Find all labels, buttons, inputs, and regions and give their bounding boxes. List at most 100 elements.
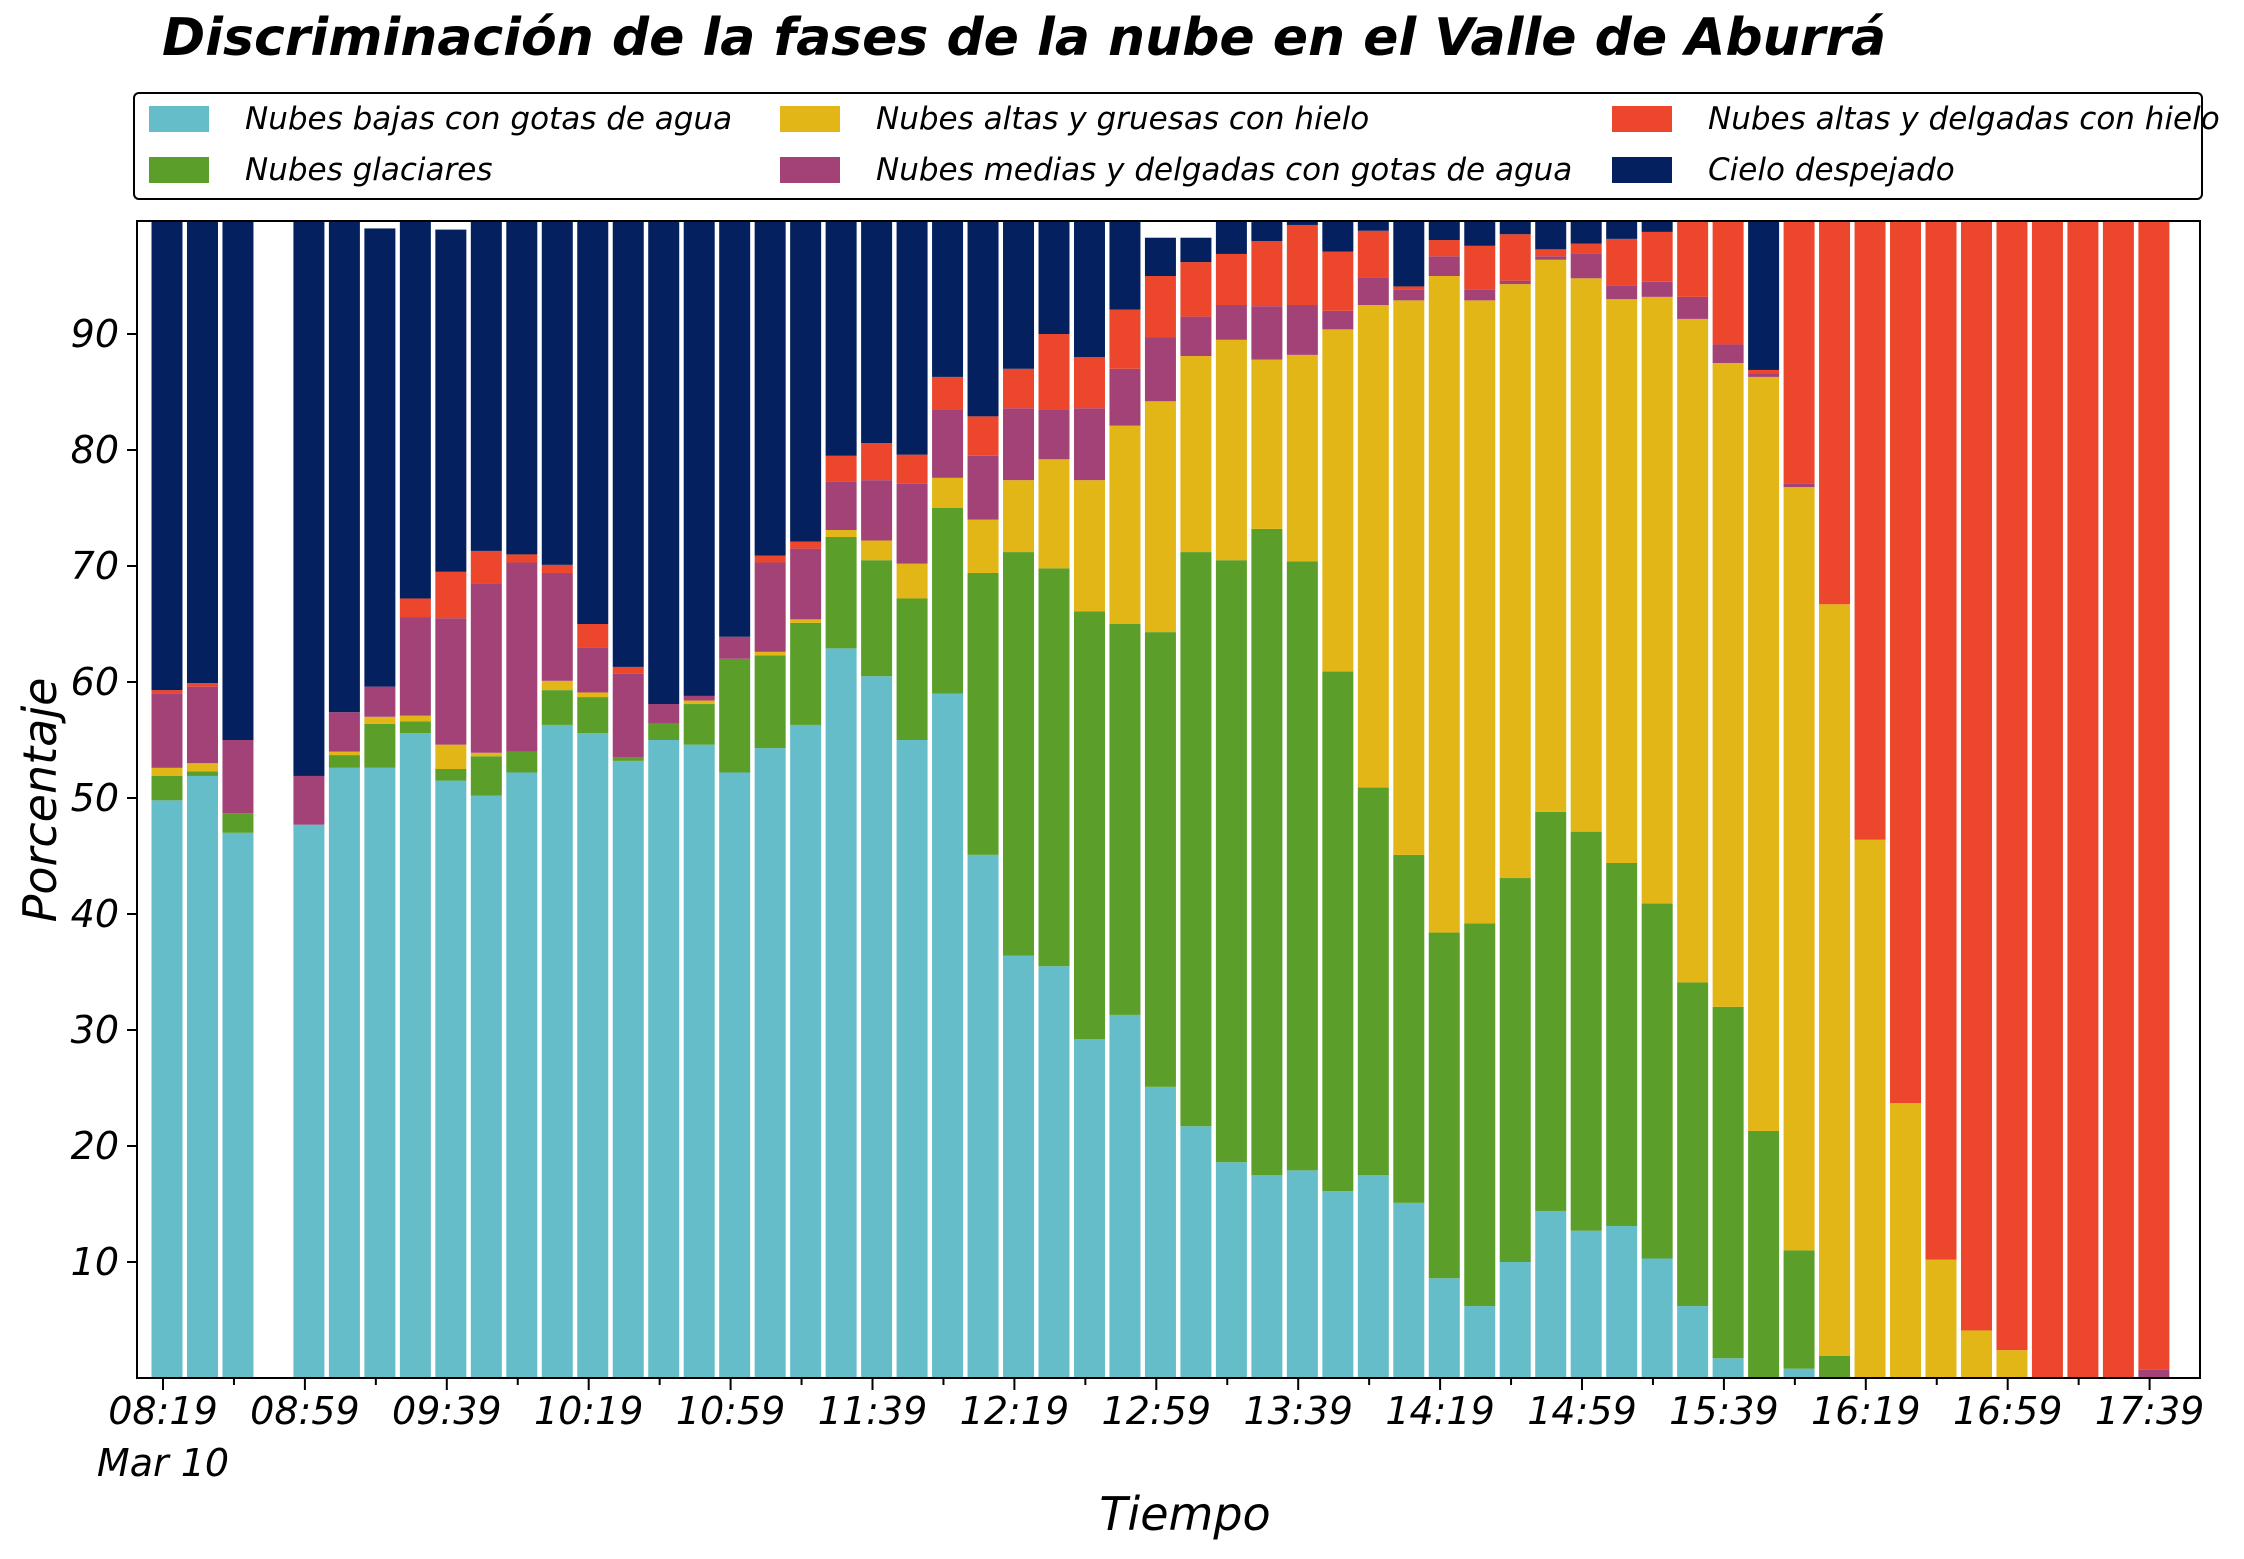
bar-segment <box>186 221 218 684</box>
bar-segment <box>470 795 502 1378</box>
bar-segment <box>1286 354 1318 562</box>
legend-item-mid-thin-water: Nubes medias y delgadas con gotas de agu… <box>780 150 1572 190</box>
bar-segment <box>1003 552 1035 956</box>
bar-segment <box>861 676 893 1378</box>
bar-segment <box>577 697 609 734</box>
bar-segment <box>754 655 786 749</box>
bar-segment <box>1960 1330 1992 1378</box>
bar-segment <box>364 716 396 724</box>
bar-segment <box>577 647 609 693</box>
y-tick-label: 80 <box>71 428 119 472</box>
bar-segment <box>1712 221 1744 345</box>
bar-segment <box>1641 221 1673 232</box>
bar-segment <box>1606 238 1638 286</box>
bar-segment <box>1535 221 1567 250</box>
bar-segment <box>612 760 644 1378</box>
bar-segment <box>151 775 183 801</box>
bar-segment <box>1464 300 1496 924</box>
x-tick-label: 08:19 <box>108 1389 218 1433</box>
bar-segment <box>896 454 928 484</box>
bar-segment <box>1286 221 1318 225</box>
bar-segment <box>186 686 218 764</box>
bar-segment <box>1251 1175 1283 1378</box>
x-tick-label: 12:59 <box>1102 1389 1212 1433</box>
bar-segment <box>861 443 893 481</box>
bar-segment <box>1464 245 1496 290</box>
bar-segment <box>1038 966 1070 1378</box>
bar-segment <box>1499 234 1531 281</box>
bar-segment <box>577 624 609 648</box>
bar-segment <box>577 692 609 698</box>
bar-segment <box>1641 903 1673 1259</box>
bar-segment <box>222 221 254 740</box>
bar-segment <box>754 562 786 652</box>
bar-segment <box>790 619 822 623</box>
y-tick-label: 60 <box>71 660 119 704</box>
bar-segment <box>541 572 573 681</box>
bar-segment <box>293 824 325 1378</box>
bar-segment <box>1393 300 1425 855</box>
bar-segment <box>1783 483 1815 488</box>
bar-segment <box>1819 221 1851 605</box>
bar-segment <box>470 221 502 551</box>
legend-label: Nubes bajas con gotas de agua <box>245 101 733 137</box>
bar-segment <box>790 724 822 1378</box>
bar-segment <box>1464 923 1496 1307</box>
bar-segment <box>719 658 751 773</box>
bar-segment <box>1712 1006 1744 1359</box>
bar-segment <box>896 740 928 1378</box>
legend-swatch <box>149 157 209 183</box>
bar-segment <box>1428 276 1460 933</box>
bar-segment <box>1144 237 1176 276</box>
bar-segment <box>506 751 538 773</box>
bar-segment <box>1677 318 1709 983</box>
bar-segment <box>186 763 218 772</box>
bar-segment <box>1606 862 1638 1227</box>
bar-segment <box>1748 376 1780 1131</box>
x-tick-label: 09:39 <box>392 1389 502 1433</box>
bar-segment <box>932 693 964 1378</box>
bar-segment <box>754 651 786 656</box>
bar-segment <box>1003 368 1035 409</box>
bar-segment <box>1144 401 1176 633</box>
bar-segment <box>1428 240 1460 257</box>
bar-segment <box>151 221 183 691</box>
legend-item-high-thick-ice: Nubes altas y gruesas con hielo <box>780 99 1369 139</box>
bar-segment <box>896 563 928 599</box>
bar-segment <box>612 221 644 667</box>
bar-segment <box>932 376 964 410</box>
bar-segment <box>328 767 360 1378</box>
bar-segment <box>648 221 680 705</box>
bar-segment <box>1215 305 1247 340</box>
bar-segment <box>328 712 360 752</box>
bar-segment <box>1854 221 1886 840</box>
bar-segment <box>1322 251 1354 311</box>
bar-segment <box>1996 221 2028 1351</box>
bar-segment <box>1180 552 1212 1127</box>
bar-segment <box>1606 285 1638 300</box>
legend-item-clear-sky: Cielo despejado <box>1612 150 1955 190</box>
y-tick-label: 40 <box>71 892 119 936</box>
y-tick-label: 20 <box>71 1124 119 1168</box>
bar-segment <box>1144 632 1176 1087</box>
bar-segment <box>1783 221 1815 484</box>
bar-segment <box>1073 1039 1105 1378</box>
bar-segment <box>1144 1086 1176 1378</box>
bar-segment <box>186 771 218 776</box>
bar-segment <box>1535 249 1567 257</box>
bar-segment <box>293 221 325 776</box>
bar-segment <box>1464 289 1496 301</box>
bar-segment <box>1606 299 1638 863</box>
bar-segment <box>1109 425 1141 624</box>
bar-segment <box>612 673 644 758</box>
x-axis-label: Tiempo <box>1099 1487 1270 1541</box>
bar-segment <box>825 530 857 537</box>
bar-segment <box>435 229 467 572</box>
bar-segment <box>470 583 502 753</box>
bar-segment <box>612 666 644 674</box>
bar-segment <box>151 800 183 1378</box>
x-axis: 08:19 08:59 09:39 10:19 10:59 11:39 12:19 12:59… <box>108 1378 2204 1433</box>
bar-segment <box>1215 221 1247 254</box>
bar-segment <box>896 483 928 564</box>
bar-segment <box>1180 356 1212 553</box>
